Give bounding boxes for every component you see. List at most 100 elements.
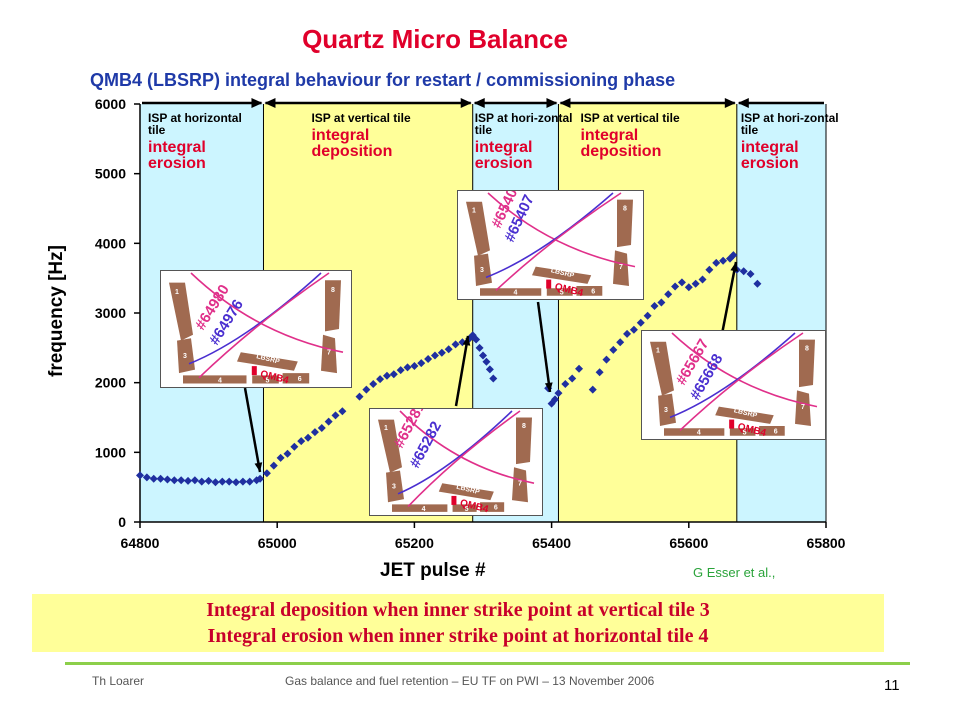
- data-point: [324, 417, 333, 426]
- data-point: [184, 476, 193, 485]
- data-point: [568, 374, 577, 383]
- data-point: [705, 265, 714, 274]
- y-tick-label: 3000: [95, 305, 126, 321]
- phase-arrowhead: [264, 98, 276, 108]
- divertor-inset: 1 8 3 7 4 5 6 LBSRP QMB4 #65667 #65668: [641, 330, 826, 440]
- tile-5-shape: [546, 288, 573, 296]
- data-point: [369, 380, 378, 389]
- tile-number: 8: [522, 423, 526, 430]
- x-tick-label: 65000: [258, 535, 297, 551]
- data-point: [609, 345, 618, 354]
- footer-author: Th Loarer: [92, 674, 145, 688]
- separatrix-b: [397, 410, 513, 495]
- data-point: [297, 437, 306, 446]
- tile-number: 7: [619, 264, 623, 271]
- phase-label: ISP at horizontal tile integral erosion: [148, 112, 258, 172]
- data-point: [650, 302, 659, 311]
- page-title: Quartz Micro Balance: [302, 24, 568, 54]
- data-point: [276, 453, 285, 462]
- tile-3-shape: [658, 393, 676, 427]
- lbsrp-tile-shape: [715, 406, 774, 424]
- data-point: [149, 474, 158, 483]
- caption-box: Integral deposition when inner strike po…: [32, 594, 884, 652]
- data-point: [417, 359, 426, 368]
- data-point: [304, 433, 313, 442]
- separatrix-b: [485, 192, 614, 279]
- tile-1-shape: [650, 341, 674, 396]
- data-point: [551, 395, 560, 404]
- data-point: [382, 371, 391, 380]
- data-point: [218, 477, 227, 486]
- phase-isp-text: ISP at horizontal tile: [148, 111, 242, 137]
- pointer-arrowhead: [254, 462, 263, 472]
- qmb-label: QMB4: [736, 422, 767, 439]
- caption-line-2: Integral erosion when inner strike point…: [207, 625, 709, 647]
- phase-arrowhead: [460, 98, 472, 108]
- data-point: [602, 355, 611, 364]
- tile-3-shape: [177, 338, 195, 374]
- data-point: [156, 474, 165, 483]
- lbsrp-tile-shape: [532, 266, 592, 284]
- data-point: [588, 385, 597, 394]
- pointer-arrow: [454, 335, 470, 407]
- data-point: [310, 428, 319, 437]
- chart-subtitle: QMB4 (LBSRP) integral behaviour for rest…: [90, 70, 676, 90]
- data-point: [430, 351, 439, 360]
- data-point: [657, 298, 666, 307]
- data-point: [636, 318, 645, 327]
- y-tick-label: 2000: [95, 375, 126, 391]
- x-tick-label: 65800: [807, 535, 846, 551]
- y-tick-label: 6000: [95, 96, 126, 112]
- phase-band: [736, 104, 826, 522]
- footer-divider: [65, 662, 910, 665]
- data-point: [698, 275, 707, 284]
- data-point: [225, 477, 234, 486]
- data-point: [410, 361, 419, 370]
- data-point: [684, 283, 693, 292]
- data-point: [197, 477, 206, 486]
- data-point: [739, 267, 748, 276]
- phase-arrowhead: [724, 98, 736, 108]
- tile-number: 6: [591, 289, 595, 296]
- y-tick-label: 5000: [95, 166, 126, 182]
- phase-effect-text: integral erosion: [740, 139, 799, 172]
- x-tick-label: 65400: [532, 535, 571, 551]
- tile-4-shape: [480, 288, 542, 296]
- tile-number: 7: [801, 404, 805, 411]
- data-point: [389, 370, 398, 379]
- tile-number: 5: [266, 377, 270, 384]
- data-point: [677, 278, 686, 287]
- tile-number: 1: [175, 289, 179, 296]
- tile-7-shape: [321, 334, 337, 374]
- data-point: [595, 368, 604, 377]
- tile-number: 5: [465, 506, 469, 513]
- data-point: [283, 449, 292, 458]
- pointer-arrow: [720, 261, 738, 335]
- data-point: [338, 407, 347, 416]
- phase-arrowhead: [559, 98, 571, 108]
- phase-arrowhead: [251, 98, 263, 108]
- data-point: [396, 366, 405, 375]
- tile-3-shape: [474, 253, 492, 287]
- data-point: [746, 269, 755, 278]
- lbsrp-tile-shape: [237, 352, 298, 371]
- data-point: [561, 380, 570, 389]
- tile-number: 7: [327, 350, 331, 357]
- qmb-marker: [451, 495, 457, 505]
- data-point: [575, 364, 584, 373]
- data-point: [489, 374, 498, 383]
- separatrix-b: [669, 332, 796, 419]
- phase-arrowhead: [546, 98, 558, 108]
- data-point: [163, 475, 172, 484]
- data-point: [475, 343, 484, 352]
- data-point: [753, 279, 762, 288]
- data-point: [376, 375, 385, 384]
- y-tick-label: 1000: [95, 444, 126, 460]
- tile-5-shape: [452, 504, 477, 512]
- data-point: [269, 461, 278, 470]
- tile-number: 3: [480, 267, 484, 274]
